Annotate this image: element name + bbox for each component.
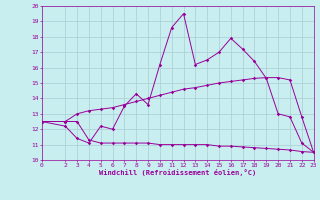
X-axis label: Windchill (Refroidissement éolien,°C): Windchill (Refroidissement éolien,°C) [99,169,256,176]
